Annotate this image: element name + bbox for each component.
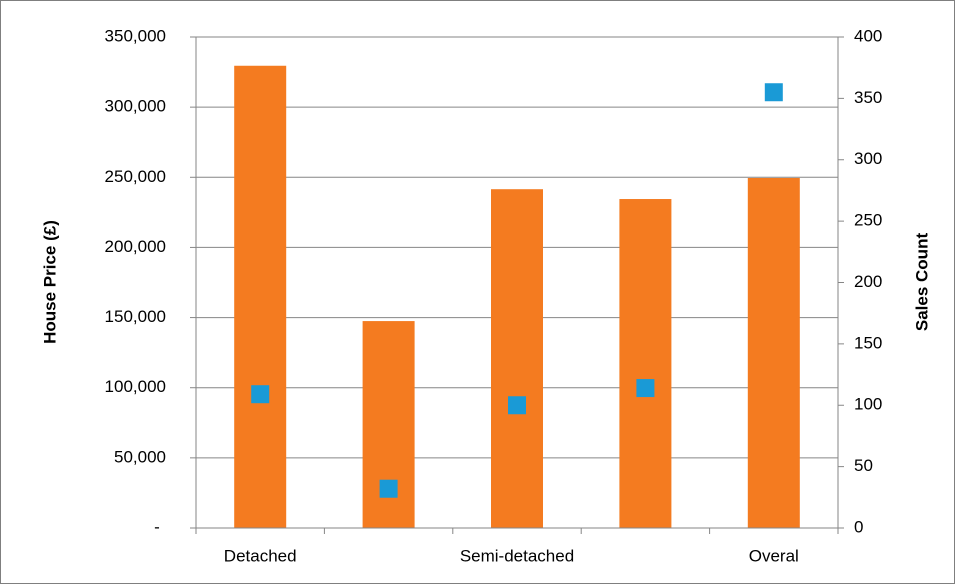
bar [234, 65, 287, 528]
data-point [508, 396, 526, 415]
y2-tick-label: 200 [854, 272, 882, 291]
y-tick-label: 50,000 [114, 447, 166, 466]
x-tick-label: Semi-detached [460, 546, 574, 565]
bar [619, 199, 672, 528]
y2-tick-label: 50 [854, 456, 873, 475]
y-tick-label: 100,000 [105, 377, 166, 396]
bar [491, 189, 543, 528]
scatter-series [251, 83, 783, 498]
bar [747, 177, 800, 529]
y2-tick-label: 300 [854, 149, 882, 168]
y2-tick-label: 250 [854, 211, 882, 230]
x-tick-label: Overal [749, 546, 799, 565]
y-tick-label: 250,000 [105, 167, 166, 186]
x-tick-label: Detached [224, 546, 297, 565]
y2-tick-label: 350 [854, 88, 882, 107]
y-tick-label: 350,000 [105, 26, 166, 45]
y2-tick-label: 150 [854, 333, 882, 352]
y-tick-label: 150,000 [105, 307, 166, 326]
axis-ticks [190, 36, 844, 534]
data-point [379, 479, 398, 498]
y-axis-title: House Price (£) [40, 220, 59, 344]
y-tick-label: 300,000 [105, 97, 166, 116]
data-point [764, 83, 783, 102]
y2-tick-label: 0 [854, 517, 863, 536]
data-point [636, 379, 655, 398]
y-tick-label: 200,000 [105, 237, 166, 256]
tick-labels: - 50,000 100,000 150,000 200,000 250,000 300,0… [105, 26, 883, 565]
y-tick-label: - [154, 517, 160, 536]
y2-axis-title: Sales Count [912, 233, 931, 332]
y2-tick-label: 400 [854, 26, 882, 45]
bar-series [234, 65, 800, 529]
y2-tick-label: 100 [854, 395, 882, 414]
data-point [251, 385, 270, 404]
